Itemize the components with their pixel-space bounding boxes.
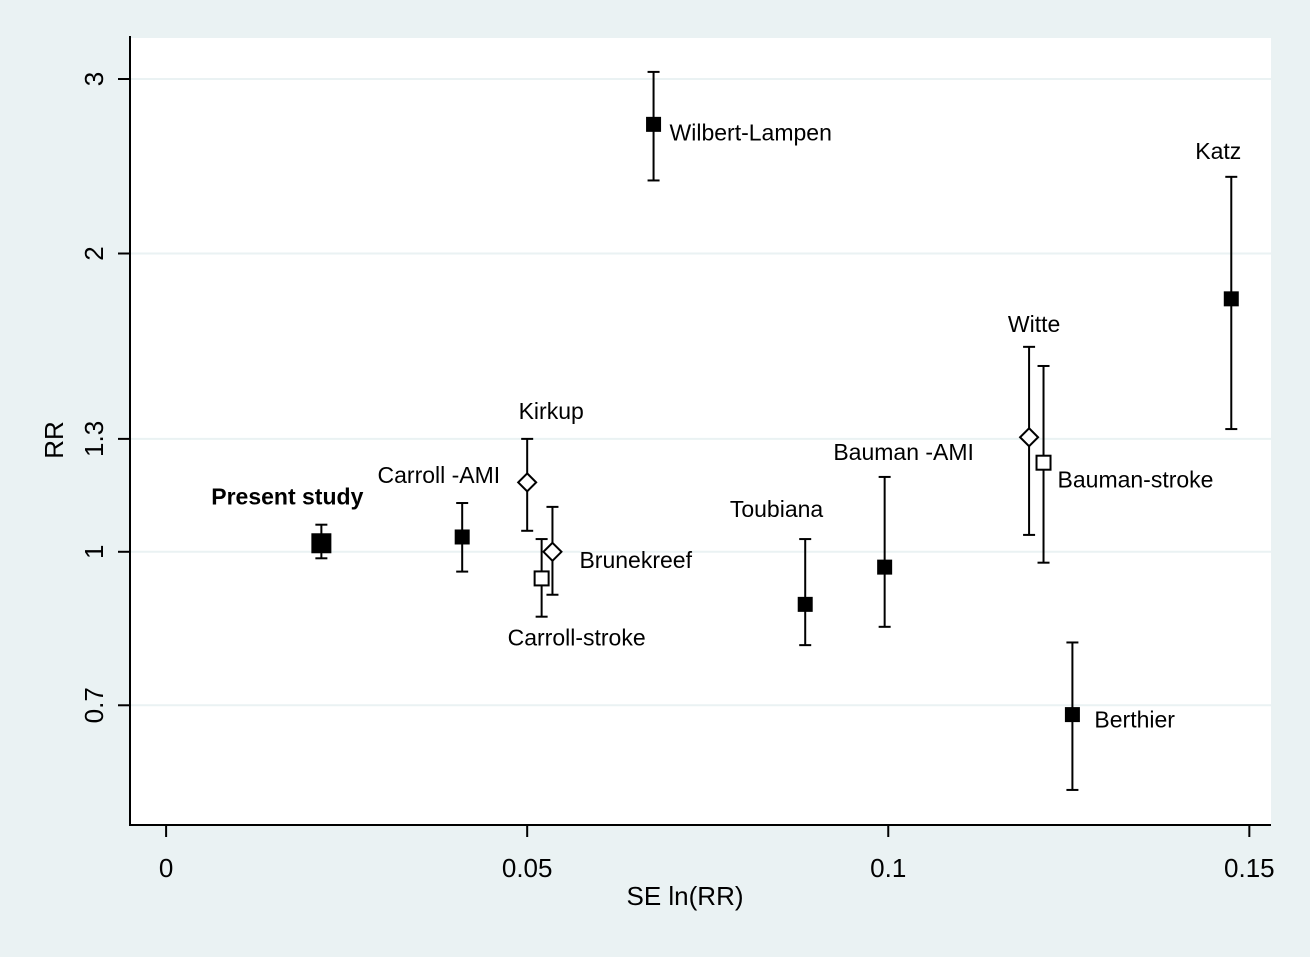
point-carroll-stroke: Carroll-stroke bbox=[508, 538, 646, 651]
point-label: Present study bbox=[211, 484, 363, 510]
marker-hollow-diamond bbox=[1018, 426, 1040, 448]
marker-square bbox=[1223, 291, 1239, 307]
x-tick-label: 0.15 bbox=[1224, 853, 1275, 883]
marker-hollow-square bbox=[1035, 454, 1052, 471]
marker-hollow-diamond bbox=[542, 541, 563, 563]
point-wilbert-lampen: Wilbert-Lampen bbox=[646, 70, 832, 182]
point-katz: Katz bbox=[1195, 138, 1241, 431]
marker-hollow-diamond bbox=[516, 471, 538, 493]
point-label: Bauman-stroke bbox=[1058, 467, 1214, 493]
point-kirkup: Kirkup bbox=[516, 398, 584, 532]
data-points: Present study Carroll -AMI Kirkup Brunekree… bbox=[211, 70, 1241, 791]
y-tick-label: 0.7 bbox=[79, 687, 109, 723]
point-present-study: Present study bbox=[211, 484, 364, 560]
marker-square bbox=[454, 529, 470, 545]
marker-square bbox=[311, 533, 332, 554]
marker-hollow-square bbox=[533, 570, 550, 587]
point-label: Toubiana bbox=[730, 496, 824, 522]
marker-square bbox=[1064, 707, 1080, 723]
y-axis-title: RR bbox=[39, 421, 69, 459]
point-label: Bauman -AMI bbox=[833, 439, 974, 465]
x-tick-label: 0 bbox=[159, 853, 173, 883]
point-bauman-ami: Bauman -AMI bbox=[833, 439, 974, 628]
marker-square bbox=[877, 559, 893, 575]
point-label: Brunekreef bbox=[579, 547, 692, 573]
point-brunekreef: Brunekreef bbox=[542, 505, 693, 596]
point-label: Katz bbox=[1195, 138, 1241, 164]
point-label: Kirkup bbox=[519, 398, 584, 424]
y-tick-label: 1.3 bbox=[79, 421, 109, 457]
point-witte: Witte bbox=[1008, 311, 1060, 536]
point-label: Carroll -AMI bbox=[378, 462, 501, 488]
y-tick-label: 2 bbox=[79, 246, 109, 260]
x-tick-label: 0.1 bbox=[870, 853, 906, 883]
x-axis-title: SE ln(RR) bbox=[626, 881, 743, 911]
y-tick-label: 1 bbox=[79, 545, 109, 559]
point-label: Carroll-stroke bbox=[508, 625, 646, 651]
point-label: Witte bbox=[1008, 311, 1060, 337]
point-carroll-ami: Carroll -AMI bbox=[378, 462, 501, 573]
point-toubiana: Toubiana bbox=[730, 496, 824, 647]
point-label: Wilbert-Lampen bbox=[670, 119, 832, 145]
point-label: Berthier bbox=[1094, 707, 1175, 733]
point-bauman-stroke: Bauman-stroke bbox=[1035, 364, 1214, 564]
plot-background bbox=[130, 38, 1271, 825]
point-berthier: Berthier bbox=[1064, 641, 1175, 791]
x-tick-label: 0.05 bbox=[502, 853, 553, 883]
y-tick-label: 3 bbox=[79, 72, 109, 86]
axes: 0.7 1 1.3 2 3 0 0.05 0.1 0.15 bbox=[79, 36, 1275, 883]
marker-square bbox=[646, 116, 662, 132]
marker-square bbox=[797, 596, 813, 612]
